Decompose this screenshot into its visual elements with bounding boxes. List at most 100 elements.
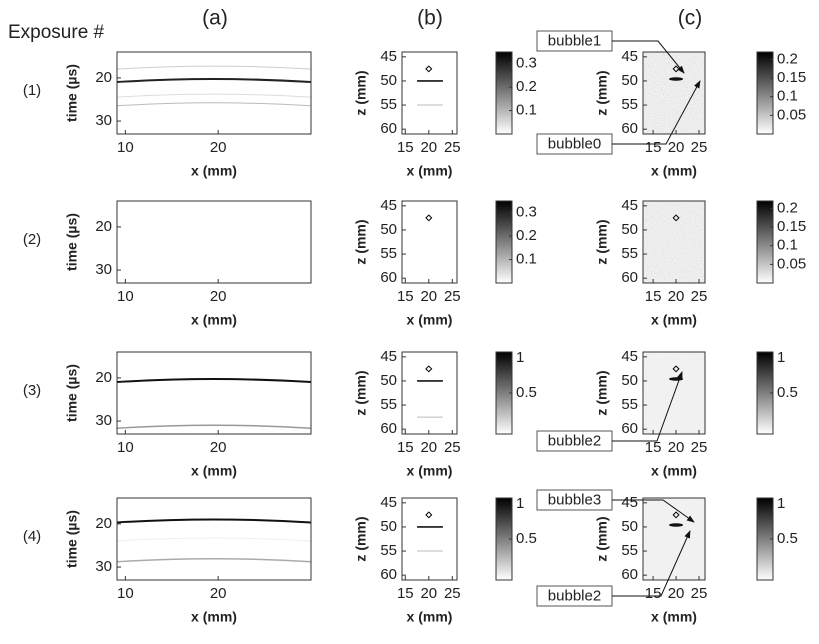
y-tick-label: 45 — [380, 348, 397, 365]
y-axis-label: time (µs) — [64, 364, 80, 422]
plot-frame — [116, 351, 312, 435]
x-tick-label: 15 — [645, 139, 662, 156]
x-tick-label: 25 — [444, 288, 461, 305]
y-tick-label: 60 — [621, 120, 638, 137]
y-tick-label: 55 — [380, 245, 397, 262]
y-tick-label: 45 — [621, 48, 638, 65]
colorbar-tick-label: 0.1 — [516, 251, 537, 268]
x-tick-label: 20 — [668, 439, 685, 456]
y-tick-label: 60 — [380, 120, 397, 137]
colorbar-tick-label: 0.3 — [516, 55, 537, 72]
plot-frame — [401, 497, 458, 581]
y-tick-label: 50 — [621, 518, 638, 535]
x-tick-label: 20 — [210, 585, 227, 602]
x-tick-label: 15 — [645, 288, 662, 305]
x-tick-label: 20 — [210, 439, 227, 456]
colorbar-tick-label: 0.5 — [516, 530, 537, 547]
x-tick-label: 15 — [397, 139, 414, 156]
x-tick-label: 20 — [420, 288, 437, 305]
y-axis-label: z (mm) — [353, 516, 369, 561]
marker-diamond — [672, 365, 680, 373]
echo-trace — [116, 424, 312, 429]
y-tick-label: 60 — [380, 420, 397, 437]
row-label: (4) — [23, 528, 41, 545]
y-tick-label: 50 — [621, 72, 638, 89]
x-tick-label: 15 — [397, 288, 414, 305]
colorbar-tick-label: 0.05 — [777, 106, 806, 123]
x-tick-label: 20 — [420, 439, 437, 456]
y-axis-label: z (mm) — [594, 516, 610, 561]
colorbar — [756, 200, 774, 284]
x-tick-label: 25 — [444, 139, 461, 156]
annotation-arrow — [612, 530, 691, 597]
y-tick-label: 45 — [380, 494, 397, 511]
x-tick-label: 25 — [691, 139, 708, 156]
colorbar-tick-label: 0.15 — [777, 69, 806, 86]
colorbar-tick-label: 1 — [777, 495, 785, 512]
plot-frame — [116, 200, 312, 284]
annotation-arrow — [612, 40, 685, 74]
x-axis-label: x (mm) — [407, 463, 453, 479]
colorbar — [756, 51, 774, 135]
x-axis-label: x (mm) — [651, 163, 697, 179]
y-tick-label: 30 — [95, 261, 112, 278]
plot-frame — [642, 497, 706, 581]
y-tick-label: 30 — [95, 112, 112, 129]
annotation: bubble1 — [548, 32, 601, 49]
y-tick-label: 45 — [621, 494, 638, 511]
x-axis-label: x (mm) — [191, 463, 237, 479]
colorbar-tick-label: 0.5 — [777, 530, 798, 547]
marker-diamond — [425, 214, 433, 222]
colorbar-tick-label: 0.3 — [516, 204, 537, 221]
y-tick-label: 45 — [380, 197, 397, 214]
colorbar-tick-label: 0.2 — [516, 227, 537, 244]
row-label: (3) — [23, 382, 41, 399]
colorbar-tick-label: 0.2 — [777, 199, 798, 216]
y-axis-label: time (µs) — [64, 510, 80, 568]
x-axis-label: x (mm) — [651, 463, 697, 479]
echo-trace — [116, 102, 312, 107]
plot-frame — [116, 497, 312, 581]
colorbar-tick-label: 1 — [516, 495, 524, 512]
colorbar-tick-label: 0.1 — [777, 88, 798, 105]
y-tick-label: 50 — [380, 518, 397, 535]
y-tick-label: 20 — [95, 69, 112, 86]
marker-diamond — [425, 65, 433, 73]
y-tick-label: 55 — [621, 396, 638, 413]
x-tick-label: 25 — [691, 288, 708, 305]
x-tick-label: 25 — [444, 439, 461, 456]
x-axis-label: x (mm) — [407, 312, 453, 328]
colorbar-tick-label: 1 — [777, 349, 785, 366]
colorbar-tick-label: 1 — [516, 349, 524, 366]
echo-trace — [116, 537, 312, 542]
x-tick-label: 25 — [691, 585, 708, 602]
y-tick-label: 50 — [380, 372, 397, 389]
x-axis-label: x (mm) — [407, 609, 453, 625]
row-label: (1) — [23, 82, 41, 99]
x-tick-label: 10 — [117, 439, 134, 456]
echo-trace — [116, 557, 312, 563]
echo-trace — [116, 378, 312, 384]
y-axis-label: z (mm) — [353, 219, 369, 264]
plot-frame — [116, 51, 312, 135]
y-tick-label: 50 — [621, 372, 638, 389]
echo-trace — [116, 78, 312, 84]
x-tick-label: 20 — [420, 585, 437, 602]
y-tick-label: 55 — [621, 245, 638, 262]
x-tick-label: 15 — [397, 439, 414, 456]
x-axis-label: x (mm) — [191, 312, 237, 328]
x-tick-label: 25 — [691, 439, 708, 456]
x-tick-label: 15 — [397, 585, 414, 602]
plot-frame — [401, 200, 458, 284]
y-tick-label: 60 — [380, 566, 397, 583]
y-tick-label: 45 — [621, 348, 638, 365]
column-label: (a) — [202, 7, 228, 30]
x-tick-label: 20 — [210, 288, 227, 305]
column-label: (b) — [417, 7, 443, 30]
plot-frame — [642, 200, 706, 284]
row-header: Exposure # — [8, 22, 105, 43]
colorbar-tick-label: 0.1 — [777, 237, 798, 254]
y-tick-label: 30 — [95, 558, 112, 575]
y-tick-label: 60 — [621, 269, 638, 286]
